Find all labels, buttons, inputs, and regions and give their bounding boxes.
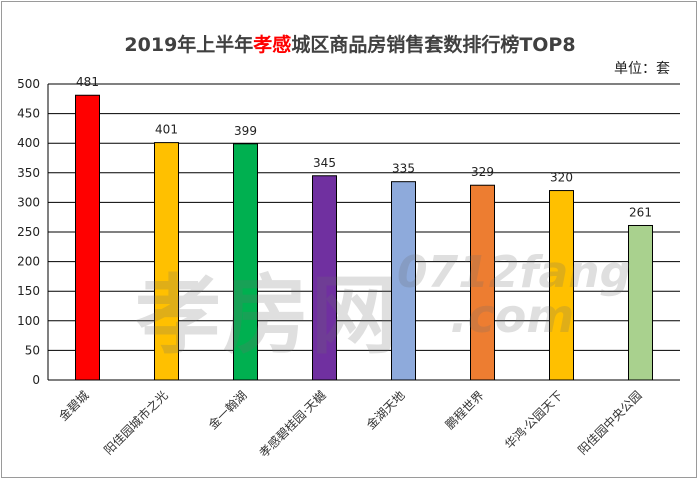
data-label: 261 — [629, 205, 652, 219]
data-label: 329 — [471, 165, 494, 179]
bar — [391, 181, 416, 381]
bar — [233, 143, 258, 381]
bar — [312, 175, 337, 381]
bar — [470, 184, 495, 381]
y-tick-label: 150 — [17, 284, 40, 298]
chart-title: 2019年上半年孝感城区商品房销售套数排行榜TOP8 — [124, 34, 576, 56]
unit-label: 单位：套 — [614, 61, 670, 77]
category-label: 华鸿·公园天下 — [502, 388, 566, 452]
category-label: 金碧城 — [56, 388, 92, 424]
y-tick-label: 0 — [32, 373, 40, 387]
category-label: 鹏程世界 — [442, 388, 487, 433]
y-tick-label: 300 — [17, 195, 40, 209]
data-label: 345 — [313, 156, 336, 170]
y-tick-label: 200 — [17, 255, 40, 269]
data-label: 320 — [550, 171, 573, 185]
title-highlight: 孝感 — [253, 34, 292, 56]
data-label: 401 — [155, 123, 178, 137]
data-label: 481 — [76, 75, 99, 89]
category-label: 阳佳园城市之光 — [101, 388, 171, 458]
y-tick-label: 350 — [17, 166, 40, 180]
bar — [154, 142, 179, 381]
data-label: 399 — [234, 124, 257, 138]
bar — [549, 190, 574, 381]
y-tick-label: 100 — [17, 314, 40, 328]
category-label: 金湖天地 — [363, 388, 408, 433]
y-tick-label: 250 — [17, 225, 40, 239]
category-label: 金一翰湖 — [205, 388, 250, 433]
y-tick-label: 450 — [17, 107, 40, 121]
data-label: 335 — [392, 162, 415, 176]
y-tick-label: 50 — [25, 343, 40, 357]
category-label: 阳佳园中央公园 — [575, 388, 645, 458]
y-tick-label: 500 — [17, 77, 40, 91]
category-label: 孝感碧桂园·天樾 — [256, 388, 329, 461]
bar — [628, 224, 653, 381]
bar — [75, 94, 100, 381]
y-tick-label: 400 — [17, 136, 40, 150]
